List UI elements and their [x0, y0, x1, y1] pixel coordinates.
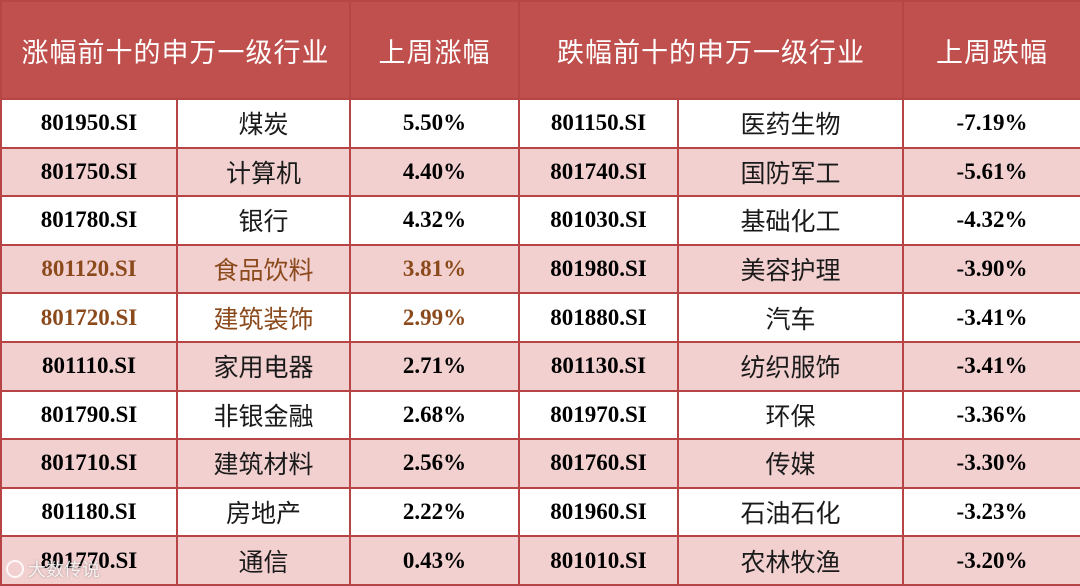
gainer-pct: 0.43%	[349, 535, 520, 586]
loser-pct: -3.41%	[902, 340, 1080, 392]
loser-name: 纺织服饰	[677, 340, 904, 392]
gainer-name: 通信	[176, 535, 351, 586]
gainer-name: 计算机	[176, 146, 351, 198]
loser-pct: -3.36%	[902, 389, 1080, 441]
gainer-name: 建筑材料	[176, 438, 351, 489]
header-top-losers: 跌幅前十的申万一级行业	[518, 0, 904, 100]
loser-pct: -7.19%	[902, 98, 1080, 149]
table-row: 801770.SI 通信 0.43% 801010.SI 农林牧渔 -3.20%	[0, 535, 1080, 586]
gainer-pct: 2.22%	[349, 486, 520, 538]
loser-code: 801980.SI	[518, 243, 679, 295]
gainer-code: 801950.SI	[0, 98, 178, 149]
gainer-code: 801790.SI	[0, 389, 178, 441]
gainer-pct: 2.56%	[349, 438, 520, 489]
gainer-code: 801180.SI	[0, 486, 178, 538]
loser-pct: -4.32%	[902, 195, 1080, 246]
loser-code: 801010.SI	[518, 535, 679, 586]
table-row: 801120.SI 食品饮料 3.81% 801980.SI 美容护理 -3.9…	[0, 243, 1080, 295]
watermark-text: 大数传说	[28, 560, 100, 581]
gainer-pct: 2.71%	[349, 340, 520, 392]
table-row: 801720.SI 建筑装饰 2.99% 801880.SI 汽车 -3.41%	[0, 292, 1080, 343]
table-row: 801780.SI 银行 4.32% 801030.SI 基础化工 -4.32%	[0, 195, 1080, 246]
loser-code: 801970.SI	[518, 389, 679, 441]
table-row: 801790.SI 非银金融 2.68% 801970.SI 环保 -3.36%	[0, 389, 1080, 441]
loser-name: 基础化工	[677, 195, 904, 246]
loser-pct: -3.23%	[902, 486, 1080, 538]
gainer-name: 银行	[176, 195, 351, 246]
gainer-code: 801750.SI	[0, 146, 178, 198]
table-row: 801110.SI 家用电器 2.71% 801130.SI 纺织服饰 -3.4…	[0, 340, 1080, 392]
loser-name: 石油石化	[677, 486, 904, 538]
loser-code: 801960.SI	[518, 486, 679, 538]
loser-code: 801760.SI	[518, 438, 679, 489]
header-weekly-gain: 上周涨幅	[349, 0, 520, 100]
watermark: 大数传说	[6, 556, 100, 582]
watermark-logo-icon	[6, 560, 24, 578]
loser-pct: -3.30%	[902, 438, 1080, 489]
loser-name: 美容护理	[677, 243, 904, 295]
gainer-name: 建筑装饰	[176, 292, 351, 343]
table-row: 801950.SI 煤炭 5.50% 801150.SI 医药生物 -7.19%	[0, 98, 1080, 149]
loser-name: 汽车	[677, 292, 904, 343]
table-row: 801180.SI 房地产 2.22% 801960.SI 石油石化 -3.23…	[0, 486, 1080, 538]
gainer-code: 801770.SI	[0, 535, 178, 586]
gainer-name: 房地产	[176, 486, 351, 538]
loser-pct: -3.20%	[902, 535, 1080, 586]
gainer-name: 食品饮料	[176, 243, 351, 295]
gainer-pct: 2.68%	[349, 389, 520, 441]
gainer-name: 非银金融	[176, 389, 351, 441]
gainer-pct: 3.81%	[349, 243, 520, 295]
loser-code: 801130.SI	[518, 340, 679, 392]
loser-code: 801030.SI	[518, 195, 679, 246]
loser-pct: -5.61%	[902, 146, 1080, 198]
loser-code: 801880.SI	[518, 292, 679, 343]
loser-pct: -3.41%	[902, 292, 1080, 343]
gainer-code: 801120.SI	[0, 243, 178, 295]
gainer-name: 煤炭	[176, 98, 351, 149]
gainer-code: 801710.SI	[0, 438, 178, 489]
header-weekly-loss: 上周跌幅	[902, 0, 1080, 100]
table-row: 801750.SI 计算机 4.40% 801740.SI 国防军工 -5.61…	[0, 146, 1080, 198]
header-row: 涨幅前十的申万一级行业 上周涨幅 跌幅前十的申万一级行业 上周跌幅	[0, 0, 1080, 100]
gainer-code: 801780.SI	[0, 195, 178, 246]
loser-name: 传媒	[677, 438, 904, 489]
gainer-code: 801720.SI	[0, 292, 178, 343]
loser-code: 801740.SI	[518, 146, 679, 198]
gainer-code: 801110.SI	[0, 340, 178, 392]
gainer-name: 家用电器	[176, 340, 351, 392]
loser-pct: -3.90%	[902, 243, 1080, 295]
loser-code: 801150.SI	[518, 98, 679, 149]
loser-name: 环保	[677, 389, 904, 441]
header-top-gainers: 涨幅前十的申万一级行业	[0, 0, 351, 100]
gainer-pct: 4.32%	[349, 195, 520, 246]
gainer-pct: 4.40%	[349, 146, 520, 198]
table-row: 801710.SI 建筑材料 2.56% 801760.SI 传媒 -3.30%	[0, 438, 1080, 489]
gainer-pct: 5.50%	[349, 98, 520, 149]
loser-name: 国防军工	[677, 146, 904, 198]
loser-name: 农林牧渔	[677, 535, 904, 586]
gainer-pct: 2.99%	[349, 292, 520, 343]
loser-name: 医药生物	[677, 98, 904, 149]
